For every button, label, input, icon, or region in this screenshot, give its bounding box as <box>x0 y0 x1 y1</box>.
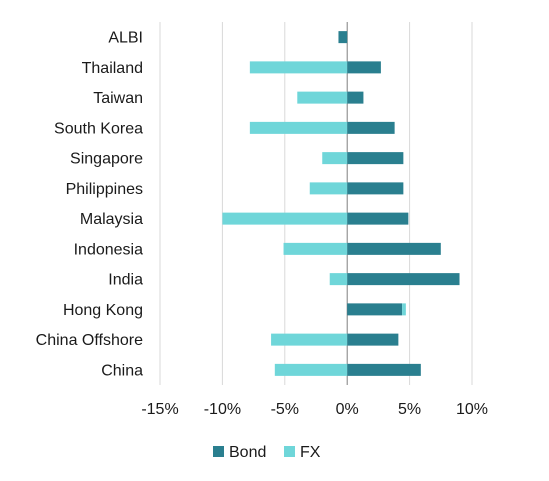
bar-bond-south-korea <box>347 121 395 134</box>
bar-fx-china-offshore <box>271 333 348 346</box>
bar-fx-china <box>274 363 348 376</box>
bar-bond-hong-kong <box>347 303 403 316</box>
category-label-albi: ALBI <box>108 30 143 47</box>
x-tick-label-0: -15% <box>141 401 178 418</box>
bar-fx-hong-kong <box>402 303 406 316</box>
bar-fx-malaysia <box>222 212 348 225</box>
category-label-taiwan: Taiwan <box>93 90 143 107</box>
category-label-philippines: Philippines <box>66 181 143 198</box>
x-tick-label-3: 0% <box>336 401 359 418</box>
category-label-china: China <box>101 362 143 379</box>
category-label-india: India <box>108 272 143 289</box>
category-label-thailand: Thailand <box>82 60 143 77</box>
x-tick-label-2: -5% <box>271 401 299 418</box>
bar-fx-indonesia <box>283 242 348 255</box>
x-tick-label-5: 10% <box>456 401 488 418</box>
bar-bond-china-offshore <box>347 333 399 346</box>
x-tick-label-4: 5% <box>398 401 421 418</box>
bar-bond-taiwan <box>347 91 364 104</box>
x-tick-label-1: -10% <box>204 401 241 418</box>
bar-bond-thailand <box>347 61 381 74</box>
category-label-singapore: Singapore <box>70 151 143 168</box>
bar-bond-philippines <box>347 182 404 195</box>
bar-bond-singapore <box>347 152 404 165</box>
bar-fx-philippines <box>309 182 348 195</box>
bar-fx-thailand <box>249 61 348 74</box>
category-label-south-korea: South Korea <box>54 120 143 137</box>
legend-swatch-bond <box>213 446 224 457</box>
bar-bond-albi <box>338 31 348 44</box>
bar-bond-india <box>347 273 460 286</box>
category-label-hong-kong: Hong Kong <box>63 302 143 319</box>
category-label-indonesia: Indonesia <box>74 241 143 258</box>
legend-swatch-fx <box>284 446 295 457</box>
category-label-china-offshore: China Offshore <box>36 332 143 349</box>
bars <box>222 31 460 376</box>
legend-label-bond: Bond <box>229 444 266 461</box>
bar-fx-south-korea <box>249 121 348 134</box>
bar-fx-singapore <box>322 152 348 165</box>
x-axis-tick-labels: -15% -10% -5% 0% 5% 10% <box>141 401 488 418</box>
bar-bond-china <box>347 363 421 376</box>
bar-bond-indonesia <box>347 242 441 255</box>
bar-fx-india <box>329 273 348 286</box>
legend: Bond FX <box>213 444 321 461</box>
category-labels: ALBI Thailand Taiwan South Korea Singapore Ph… <box>36 30 143 380</box>
grid-lines <box>159 22 473 385</box>
bar-bond-malaysia <box>347 212 409 225</box>
bar-fx-taiwan <box>297 91 348 104</box>
legend-label-fx: FX <box>300 444 321 461</box>
category-label-malaysia: Malaysia <box>80 211 143 228</box>
